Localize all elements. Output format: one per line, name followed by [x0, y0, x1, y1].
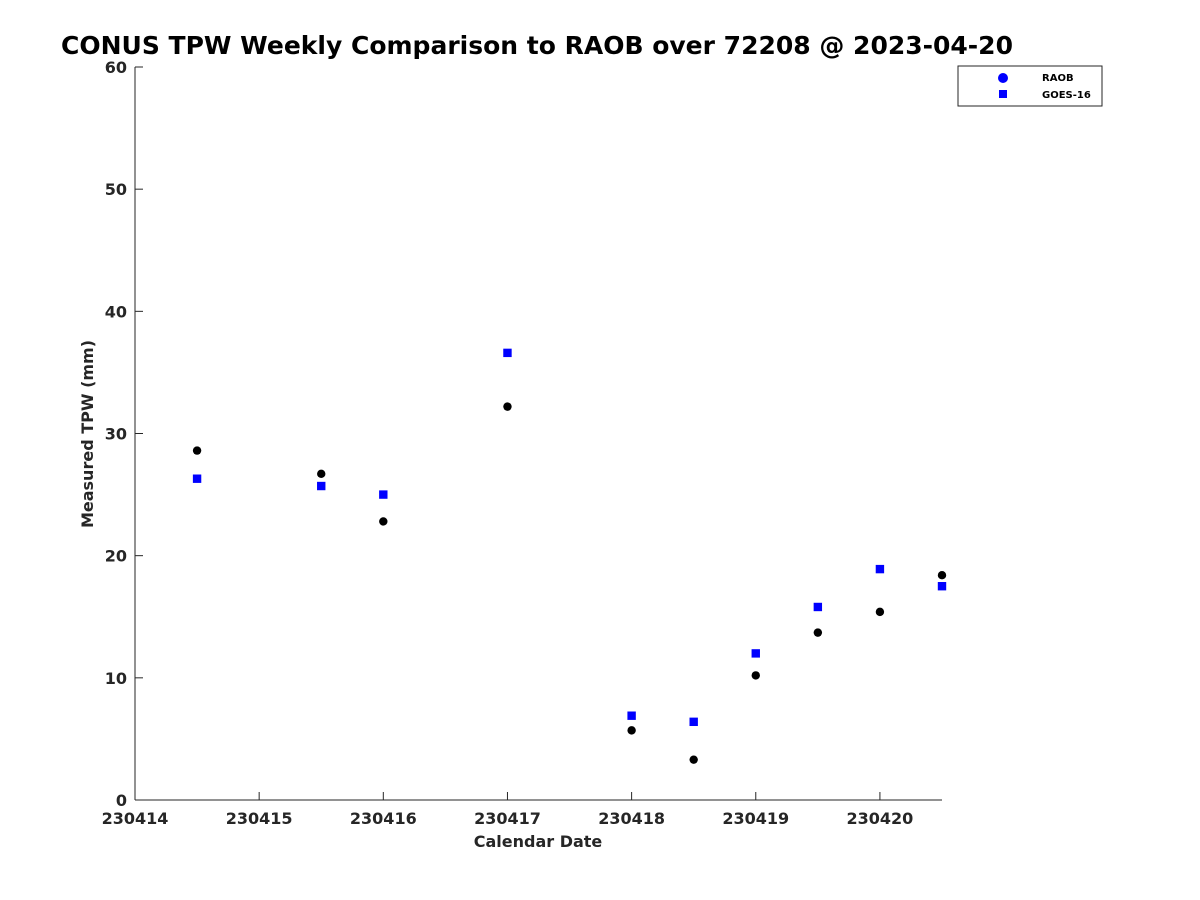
y-tick-label: 30: [105, 425, 127, 444]
y-tick-label: 50: [105, 180, 127, 199]
data-point-raob: [937, 571, 947, 580]
legend-box: [957, 65, 1103, 107]
data-point-raob: [751, 671, 760, 680]
data-point-goes-16: [317, 481, 326, 491]
data-series-layer: [192, 348, 947, 764]
data-point-raob: [317, 469, 326, 479]
x-tick-label: 230418: [598, 809, 665, 828]
series-raob: [192, 402, 947, 764]
data-point-goes-16: [627, 711, 636, 720]
data-point-raob: [689, 755, 698, 764]
data-point-raob: [875, 607, 885, 617]
y-tick-label: 10: [105, 669, 127, 688]
data-point-goes-16: [937, 582, 947, 591]
data-point-goes-16: [813, 602, 823, 612]
x-axis-label: Calendar Date: [474, 832, 603, 851]
x-tick-label: 230419: [722, 809, 789, 828]
x-axis-ticks: 230414 230415 230416 230417 230418 230419 2304…: [102, 792, 914, 828]
series-goes-16: [192, 348, 947, 727]
chart-title: CONUS TPW Weekly Comparison to RAOB over…: [61, 31, 1013, 60]
data-point-goes-16: [503, 348, 512, 358]
legend-goes16-label: GOES-16: [1042, 90, 1091, 101]
legend: RAOB GOES-16: [957, 65, 1103, 107]
y-axis-label: Measured TPW (mm): [78, 340, 97, 528]
x-tick-label: 230416: [350, 809, 417, 828]
x-tick-label: 230420: [847, 809, 914, 828]
y-tick-label: 20: [105, 547, 127, 566]
data-point-goes-16: [689, 717, 698, 727]
data-point-goes-16: [875, 564, 885, 574]
y-axis-ticks: 0 10 20 30 40 50 60: [105, 58, 143, 810]
data-point-raob: [379, 517, 388, 526]
data-point-raob: [627, 726, 636, 735]
legend-raob-label: RAOB: [1042, 73, 1074, 84]
y-tick-label: 0: [116, 791, 127, 810]
data-point-goes-16: [379, 490, 388, 499]
y-tick-label: 60: [105, 58, 127, 77]
x-tick-label: 230415: [226, 809, 293, 828]
x-tick-label: 230417: [474, 809, 541, 828]
data-point-raob: [813, 628, 823, 637]
legend-goes16-marker: [999, 90, 1007, 98]
legend-raob-marker: [998, 73, 1008, 83]
data-point-goes-16: [751, 649, 760, 658]
data-point-goes-16: [192, 474, 202, 483]
y-tick-label: 40: [105, 302, 127, 321]
x-tick-label: 230414: [102, 809, 169, 828]
data-point-raob: [192, 446, 202, 455]
data-point-raob: [503, 402, 512, 411]
